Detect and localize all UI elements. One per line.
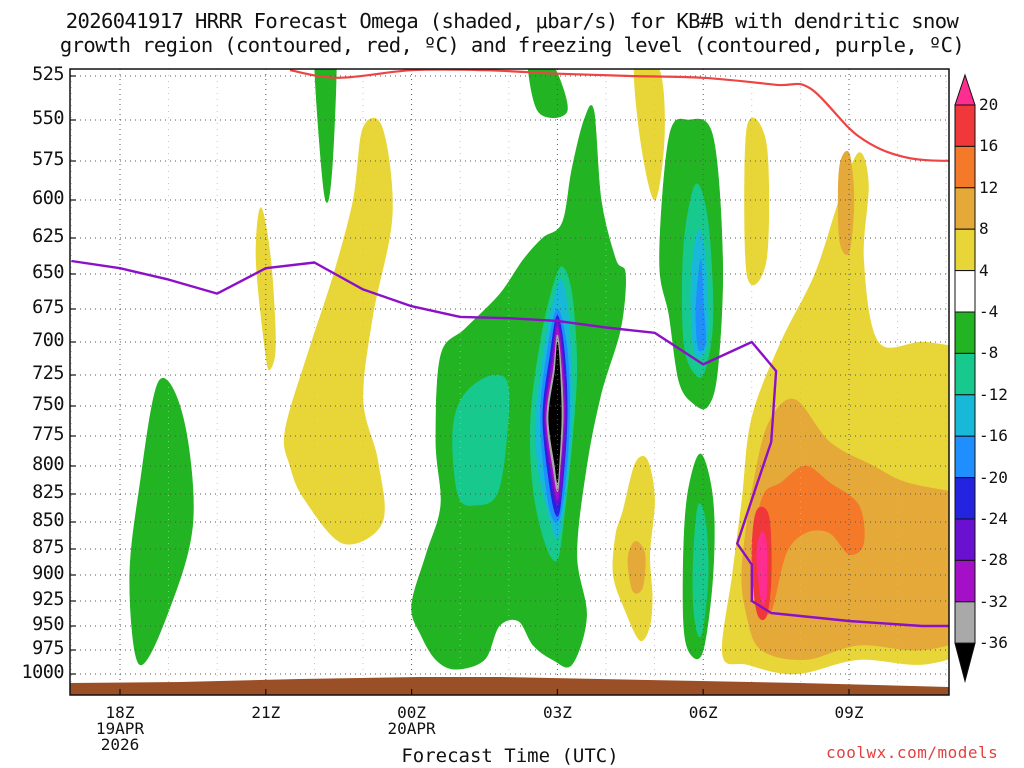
omega-region-pink-cell-0710z: [756, 531, 768, 606]
x-tick-label-line: 03Z: [542, 703, 572, 722]
omega-region-green-upper-0245z: [527, 69, 568, 119]
x-tick-label-9: 03Z: [517, 705, 597, 721]
colorbar-label--36: -36: [979, 633, 1008, 653]
colorbar-label--32: -32: [979, 591, 1008, 611]
colorbar-label-16: 16: [979, 136, 999, 156]
omega-region-teal-west-ring: [452, 374, 510, 506]
x-tick-label-6: 00Z 20APR: [372, 705, 452, 737]
x-tick-label-line: 06Z: [688, 703, 718, 722]
y-tick-label-825: 825: [32, 482, 64, 503]
y-tick-label-950: 950: [32, 614, 64, 635]
y-tick-label-775: 775: [32, 424, 64, 445]
x-tick-label-line: 2026: [100, 735, 140, 754]
colorbar-bin--4 to 4: [954, 270, 976, 313]
colorbar-bin--20 to -16: [954, 435, 976, 479]
chart-title-line-1: 2026041917 HRRR Forecast Omega (shaded, …: [65, 9, 959, 33]
colorbar-bin-16 to 20: [954, 104, 976, 147]
terrain-ground: [70, 677, 949, 695]
x-tick-label-line: 00Z: [397, 703, 427, 722]
credit-link[interactable]: coolwx.com/models: [826, 743, 999, 762]
plot-frame: [69, 68, 950, 696]
x-tick-label-line: 09Z: [834, 703, 864, 722]
colorbar-bin--28 to -24: [954, 518, 976, 561]
colorbar-arrow-top: [954, 73, 976, 106]
y-tick-label-675: 675: [32, 297, 64, 318]
colorbar-label--8: -8: [979, 343, 999, 363]
y-tick-label-575: 575: [32, 149, 64, 170]
colorbar-label-8: 8: [979, 219, 989, 239]
colorbar-bin--24 to -20: [954, 477, 976, 520]
colorbar-bin-4 to 8: [954, 228, 976, 272]
omega-region-yellow-upper-0510z: [633, 69, 665, 201]
x-tick-label-line: 21Z: [251, 703, 281, 722]
colorbar-label--28: -28: [979, 550, 1008, 570]
y-tick-label-600: 600: [32, 188, 64, 209]
x-tick-label-line: 18Z: [105, 703, 135, 722]
colorbar-bin--32 to -28: [954, 559, 976, 603]
y-tick-label-975: 975: [32, 638, 64, 659]
colorbar-label-4: 4: [979, 260, 989, 280]
axis-ticks: [70, 75, 850, 695]
omega-region-yellow-strip-2055z: [255, 207, 276, 371]
colorbar-bin--12 to -8: [954, 352, 976, 396]
x-tick-label-3: 21Z: [226, 705, 306, 721]
colorbar-bin-8 to 12: [954, 187, 976, 230]
colorbar-label--24: -24: [979, 509, 1008, 528]
omega-region-black-core: [548, 341, 562, 484]
y-tick-label-750: 750: [32, 394, 64, 415]
colorbar-bin--16 to -12: [954, 394, 976, 437]
y-tick-label-550: 550: [32, 108, 64, 129]
colorbar-label--4: -4: [979, 302, 999, 321]
colorbar-bin-12 to 16: [954, 145, 976, 189]
x-tick-label-12: 06Z: [663, 705, 743, 721]
omega-region-green-cell-west: [129, 378, 194, 665]
omega-region-yellow-upper-0650z: [744, 117, 770, 286]
y-tick-label-650: 650: [32, 262, 64, 283]
omega-region-teal-column-0600z-low: [692, 503, 709, 638]
y-tick-label-625: 625: [32, 226, 64, 247]
chart-title-line-2: growth region (contoured, red, ºC) and f…: [59, 33, 965, 57]
y-tick-label-1000: 1000: [21, 662, 64, 683]
x-tick-label-0: 18Z 19APR 2026: [80, 705, 160, 753]
omega-region-orange-cell-0430z: [627, 541, 646, 594]
colorbar-bin--36 to -32: [954, 601, 976, 644]
colorbar-label-12: 12: [979, 177, 999, 197]
x-tick-label-15: 09Z: [809, 705, 889, 721]
omega-region-blue-column-0605z: [695, 259, 707, 352]
colorbar: [954, 73, 976, 684]
dendritic-growth-contour: [289, 69, 949, 162]
x-tick-label-line: 19APR: [95, 719, 145, 738]
colorbar-bin--8 to -4: [954, 311, 976, 354]
y-tick-label-525: 525: [32, 64, 64, 85]
y-tick-label-850: 850: [32, 510, 64, 531]
colorbar-label--20: -20: [979, 467, 1008, 487]
x-axis-label: Forecast Time (UTC): [401, 745, 619, 767]
y-tick-label-925: 925: [32, 589, 64, 610]
y-tick-label-700: 700: [32, 330, 64, 351]
x-tick-label-line: 20APR: [387, 719, 436, 738]
freezing-level-contour: [71, 259, 949, 628]
omega-region-orange-upper-0950z: [837, 150, 855, 256]
omega-region-deep-orange-east: [756, 465, 865, 615]
y-tick-label-900: 900: [32, 563, 64, 584]
y-tick-label-800: 800: [32, 454, 64, 475]
y-tick-label-875: 875: [32, 537, 64, 558]
colorbar-label--16: -16: [979, 426, 1008, 446]
colorbar-arrow-bottom: [954, 642, 976, 684]
contour-lines: [71, 69, 949, 628]
grid-lines: [70, 69, 949, 695]
colorbar-label--12: -12: [979, 384, 1008, 404]
y-tick-label-725: 725: [32, 363, 64, 384]
omega-shading: [129, 69, 949, 675]
colorbar-label-20: 20: [979, 95, 999, 114]
